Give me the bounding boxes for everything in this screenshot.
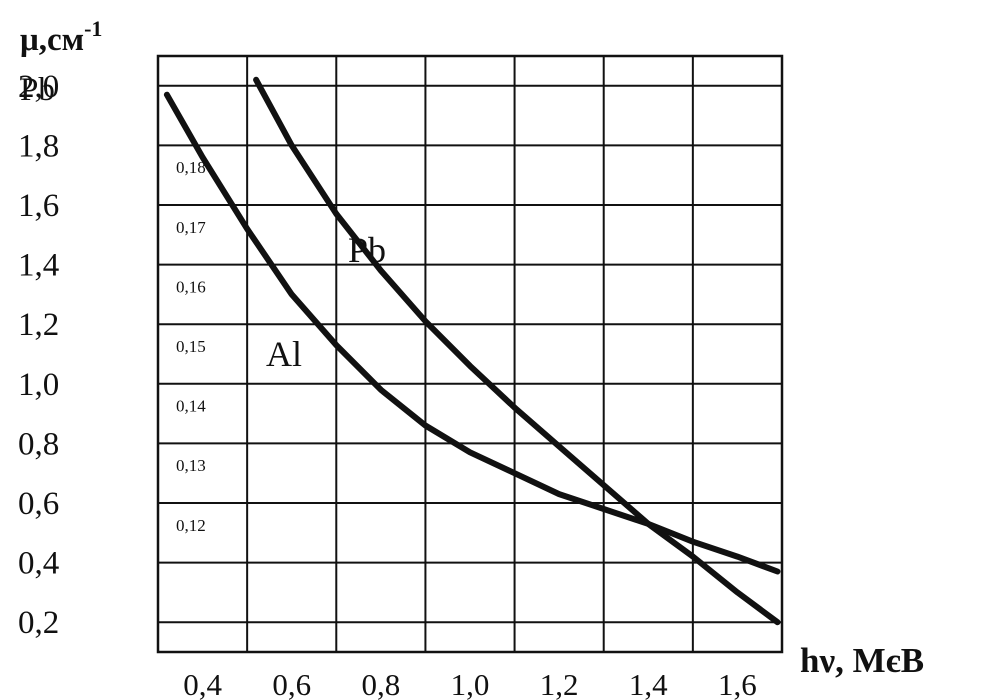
al-tick-label: 0,13: [176, 456, 206, 475]
al-tick-label: 0,16: [176, 277, 206, 296]
y-tick-label: 0,2: [18, 605, 59, 641]
series-line-al: [163, 91, 781, 575]
y-tick-labels: 2,0 1,8 1,6 1,4 1,2 1,0 0,8 0,6 0,4 0,2: [18, 69, 59, 641]
y-tick-label: 1,8: [18, 128, 59, 164]
y-tick-label: 1,2: [18, 307, 59, 343]
series-label-pb: Pb: [348, 230, 386, 270]
y-tick-label: 1,0: [18, 367, 59, 403]
al-tick-label: 0,17: [176, 218, 206, 237]
y-tick-label: 1,4: [18, 248, 59, 284]
x-tick-label: 1,4: [629, 667, 668, 700]
al-tick-label: 0,12: [176, 516, 206, 535]
x-tick-labels: 0,4 0,6 0,8 1,0 1,2 1,4 1,6: [183, 667, 757, 700]
y-tick-label: 2,0: [18, 69, 59, 105]
x-tick-label: 0,4: [183, 667, 222, 700]
x-tick-label: 1,6: [718, 667, 757, 700]
plot-frame: [156, 54, 784, 654]
al-tick-labels: 0,18 0,17 0,16 0,15 0,14 0,13 0,12: [176, 158, 206, 535]
series-label-al: Al: [266, 334, 302, 374]
y-tick-label: 1,6: [18, 188, 59, 224]
y-tick-label: 0,6: [18, 486, 59, 522]
al-tick-label: 0,15: [176, 337, 206, 356]
x-tick-label: 0,8: [361, 667, 400, 700]
y-axis-sublabel: Pb: [20, 72, 55, 108]
al-tick-label: 0,18: [176, 158, 206, 177]
chart-grid: [158, 56, 782, 652]
y-axis-label: μ,см-1: [20, 16, 102, 58]
al-tick-label: 0,14: [176, 397, 206, 416]
x-tick-label: 0,6: [272, 667, 311, 700]
x-axis-label: hν, МєВ: [800, 641, 924, 680]
y-tick-label: 0,8: [18, 426, 59, 462]
x-tick-label: 1,2: [540, 667, 579, 700]
chart-curves: [163, 76, 781, 626]
y-tick-label: 0,4: [18, 546, 59, 582]
x-tick-label: 1,0: [451, 667, 490, 700]
series-line-pb: [253, 76, 781, 626]
